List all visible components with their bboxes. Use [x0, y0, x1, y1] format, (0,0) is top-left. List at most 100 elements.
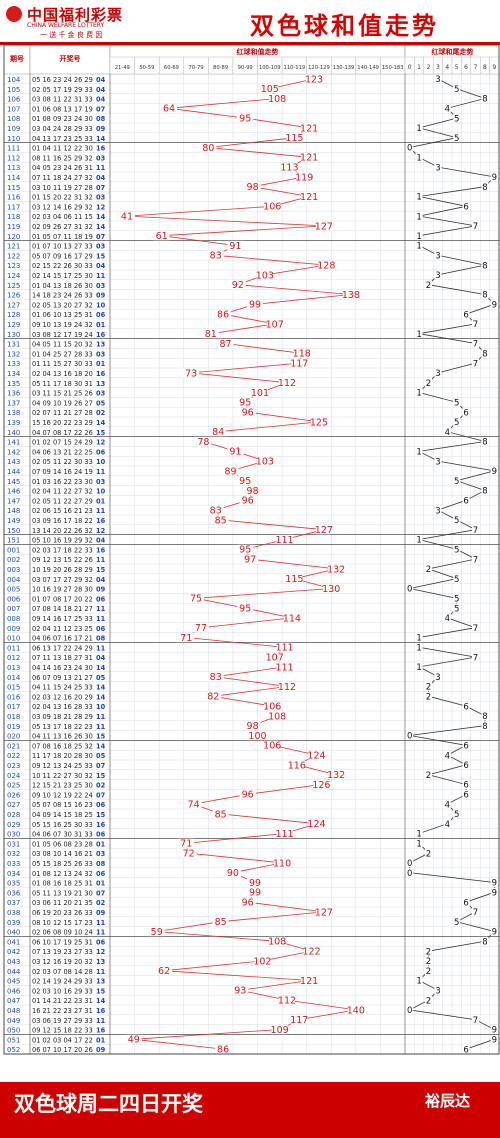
issue-number: 116: [7, 194, 21, 202]
red-ball-numbers: 02 14 15 17 25 30: [32, 272, 93, 280]
sum-label-bg: [266, 319, 283, 329]
blue-ball-number: 12: [96, 527, 106, 535]
blue-ball-number: 01: [96, 321, 106, 329]
blue-ball-number: 14: [96, 664, 106, 672]
blue-ball-number: 16: [96, 331, 106, 339]
issue-number: 150: [7, 527, 20, 535]
sum-label-bg: [239, 407, 256, 417]
tail-value-label: 5: [454, 418, 459, 428]
sum-value-label: 126: [312, 780, 330, 791]
red-ball-numbers: 01 07 10 13 27 33: [32, 243, 93, 251]
sum-label-bg: [183, 368, 200, 378]
sum-label-bg: [306, 74, 323, 84]
sum-label-bg: [237, 397, 254, 407]
blue-ball-number: 12: [96, 203, 106, 211]
blue-ball-number: 12: [96, 439, 106, 447]
sum-value-label: 80: [202, 143, 214, 154]
tail-value-label: 3: [435, 163, 440, 173]
blue-ball-number: 15: [96, 429, 106, 437]
sum-label-bg: [264, 740, 281, 750]
red-ball-numbers: 01 06 10 13 25 31: [32, 311, 93, 319]
blue-ball-number: 14: [96, 135, 106, 143]
tail-value-label: 1: [416, 644, 421, 654]
sum-label-bg: [286, 133, 303, 143]
tail-value-label: 3: [435, 75, 440, 85]
sum-range-label: 70-79: [189, 65, 204, 71]
tail-value-label: 7: [473, 1016, 478, 1026]
sum-value-label: 83: [210, 672, 222, 683]
blue-ball-number: 11: [96, 723, 106, 731]
tail-label-bg: [425, 995, 432, 1005]
tail-label-bg: [453, 603, 461, 613]
issue-number: 022: [7, 752, 20, 760]
tail-value-label: 2: [426, 683, 431, 693]
sum-value-label: 128: [317, 261, 335, 272]
red-ball-numbers: 01 08 09 23 24 30: [32, 115, 93, 123]
sum-label-bg: [207, 672, 224, 682]
tail-label-bg: [453, 397, 461, 407]
red-ball-numbers: 01 14 21 22 23 31: [32, 997, 93, 1005]
tail-value-label: 8: [482, 350, 487, 360]
issue-number: 014: [7, 674, 21, 682]
issue-column-header: 期号: [10, 54, 24, 63]
sum-value-label: 99: [249, 878, 261, 889]
red-ball-numbers: 08 11 16 25 29 32: [32, 154, 93, 162]
tail-value-label: 4: [445, 428, 450, 438]
sum-value-label: 84: [212, 427, 224, 438]
sum-label-bg: [244, 485, 261, 496]
sum-value-label: 112: [278, 378, 296, 389]
tail-value-label: 5: [454, 399, 459, 409]
issue-number: 140: [7, 429, 20, 437]
tail-label-bg: [425, 848, 432, 858]
red-ball-numbers: 01 15 20 22 31 32: [32, 194, 93, 202]
tail-label-bg: [415, 211, 423, 221]
sum-label-bg: [269, 93, 286, 104]
sum-value-label: 85: [215, 515, 227, 526]
red-ball-numbers: 04 13 17 23 25 33: [32, 135, 93, 143]
red-ball-numbers: 04 05 11 15 20 32: [32, 341, 93, 349]
tail-value-label: 8: [482, 438, 487, 448]
sum-label-bg: [247, 887, 264, 897]
sum-range-label: 60-69: [164, 65, 179, 71]
red-ball-numbers: 13 14 20 22 26 32: [32, 527, 93, 535]
issue-number: 118: [7, 213, 20, 221]
issue-number: 130: [7, 331, 20, 339]
tail-label-bg: [453, 417, 461, 427]
title-block: [145, 0, 500, 43]
blue-ball-number: 11: [96, 272, 106, 280]
issue-number: 024: [7, 772, 21, 780]
blue-ball-number: 13: [96, 958, 106, 966]
tail-value-label: 2: [426, 849, 431, 859]
issue-number: 114: [7, 174, 21, 182]
issue-number: 038: [7, 909, 20, 917]
tail-value-label: 9: [492, 467, 497, 477]
red-ball-numbers: 04 06 07 30 31 33: [32, 831, 93, 839]
issue-number: 124: [7, 272, 21, 280]
sum-value-label: 124: [307, 751, 325, 762]
issue-number: 106: [7, 96, 21, 104]
red-ball-numbers: 03 08 12 17 19 24: [32, 331, 93, 339]
issue-number: 046: [7, 987, 21, 995]
tail-value-label: 5: [454, 114, 459, 124]
sum-value-label: 64: [163, 104, 175, 115]
logo-text: 中国福利彩票: [27, 6, 124, 24]
issue-number: 011: [7, 644, 20, 652]
tail-label-bg: [425, 682, 432, 691]
sum-label-bg: [188, 593, 205, 603]
sum-value-label: 103: [256, 457, 274, 468]
tail-value-label: 5: [454, 575, 459, 585]
tail-label-bg: [462, 780, 470, 789]
issue-number: 027: [7, 801, 20, 809]
sum-label-bg: [215, 309, 232, 319]
red-ball-numbers: 02 05 13 20 27 32: [32, 301, 93, 309]
blue-ball-number: 07: [96, 184, 106, 192]
red-ball-numbers: 01 03 16 22 23 30: [32, 478, 93, 486]
red-ball-numbers: 03 09 18 21 28 29: [32, 713, 93, 721]
numbers-header-cell: [29, 45, 111, 75]
issue-number: 007: [7, 605, 20, 613]
numbers-column-header: 开奖号: [60, 54, 81, 63]
tail-digit-label: 6: [464, 64, 468, 71]
tail-value-label: 2: [426, 281, 431, 291]
sum-value-label: 102: [253, 956, 271, 967]
tail-label-bg: [462, 495, 470, 505]
